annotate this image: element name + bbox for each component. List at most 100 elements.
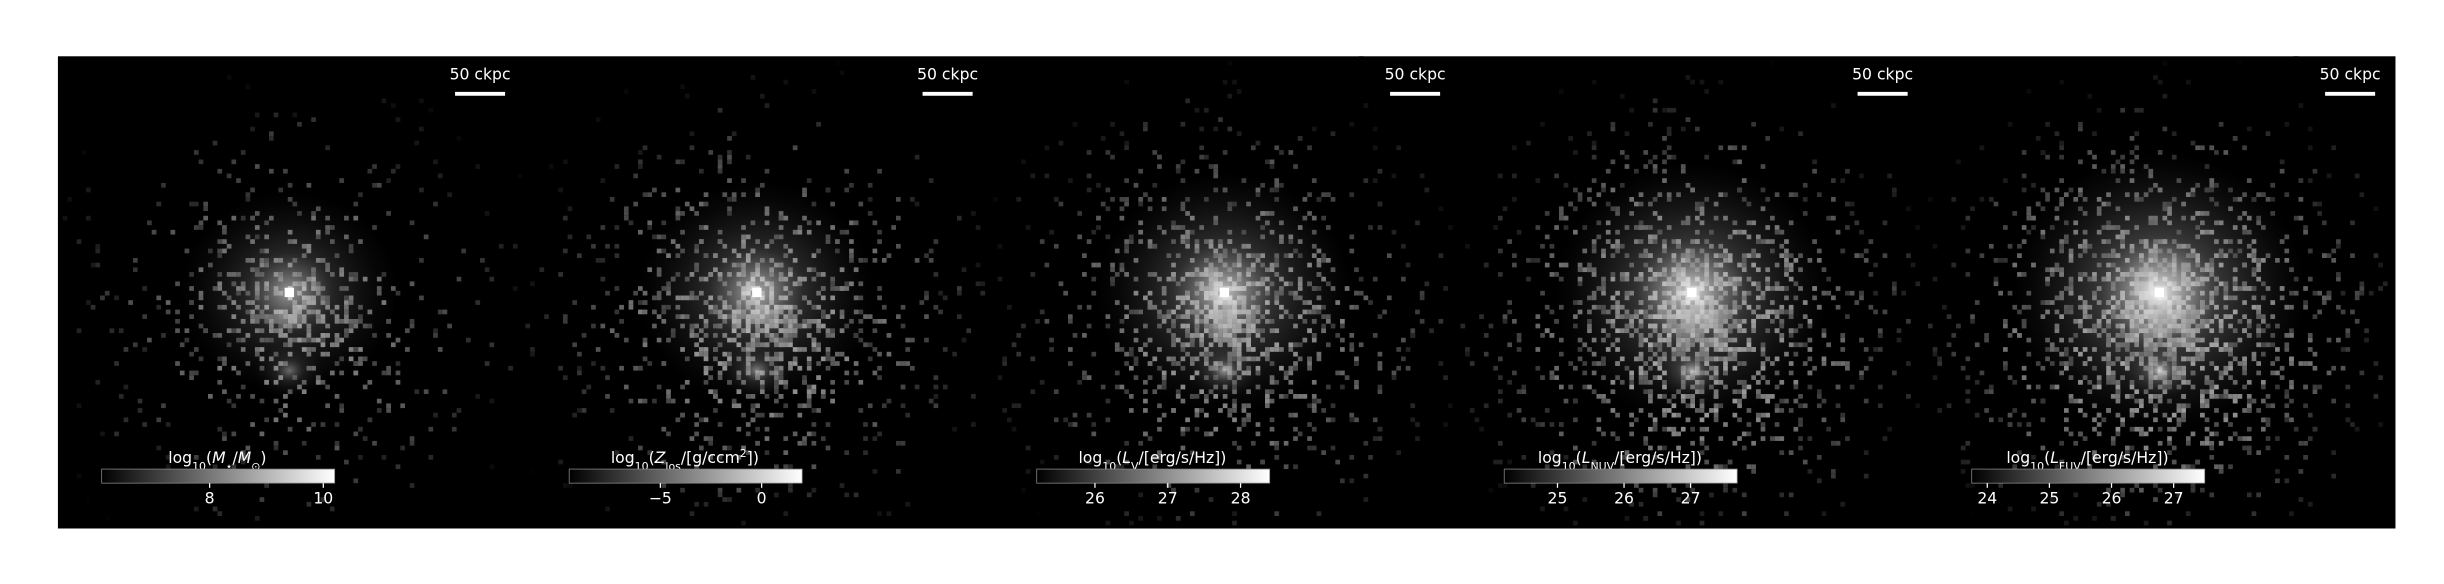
pixel: [268, 136, 274, 141]
pixel: [1779, 408, 1785, 413]
pixel: [226, 398, 232, 404]
pixel: [165, 422, 171, 427]
pixel: [956, 314, 962, 319]
pixel: [872, 436, 878, 441]
pixel: [90, 262, 96, 268]
pixel: [1577, 192, 1583, 198]
pixel: [1946, 403, 1952, 409]
pixel: [1096, 225, 1101, 230]
pixel: [1293, 426, 1298, 432]
pixel: [647, 220, 653, 226]
pixel: [1558, 431, 1564, 437]
pixel: [694, 431, 699, 437]
pixel: [1540, 243, 1545, 249]
pixel: [623, 211, 629, 216]
pixel: [1591, 140, 1597, 146]
pixel: [156, 201, 162, 207]
pixel: [428, 455, 434, 460]
pixel: [1859, 295, 1864, 301]
pixel: [1741, 431, 1747, 437]
pixel: [1577, 197, 1583, 202]
label-part: ⋆: [226, 459, 233, 472]
pixel: [1591, 389, 1597, 395]
pixel: [1325, 384, 1331, 390]
pixel: [530, 351, 535, 357]
galaxy-core: [1687, 287, 1697, 298]
pixel: [1082, 272, 1087, 277]
pixel: [1316, 511, 1322, 516]
pixel: [451, 426, 457, 432]
pixel: [806, 492, 812, 498]
pixel: [759, 93, 765, 99]
pixel: [1704, 89, 1710, 94]
pixel: [104, 290, 110, 296]
pixel: [591, 243, 596, 249]
pixel: [273, 445, 279, 451]
pixel: [703, 417, 709, 423]
pixel: [816, 408, 821, 413]
label-part: /[erg/s/Hz]): [1139, 448, 1227, 467]
label-part: Z: [654, 448, 666, 467]
pixel: [1863, 365, 1869, 371]
pixel: [2312, 389, 2318, 395]
pixel: [1354, 356, 1359, 362]
pixel: [1840, 361, 1846, 366]
pixel: [558, 187, 563, 193]
pixel: [1199, 145, 1205, 151]
pixel: [2214, 150, 2219, 155]
pixel: [320, 422, 326, 427]
pixel: [1906, 361, 1911, 366]
pixel: [137, 408, 143, 413]
colorbar: [1503, 468, 1738, 484]
pixel: [484, 267, 490, 273]
pixel: [956, 215, 962, 221]
pixel: [1891, 290, 1897, 296]
pixel: [1615, 412, 1620, 418]
pixel: [586, 234, 592, 240]
pixel: [1264, 159, 1270, 165]
pixel: [1274, 440, 1280, 446]
pixel: [1741, 145, 1747, 151]
pixel: [1896, 328, 1902, 334]
pixel: [788, 487, 793, 493]
label-part: L: [1122, 448, 1131, 467]
pixel: [778, 412, 784, 418]
pixel: [811, 431, 817, 437]
pixel: [1854, 300, 1860, 305]
pixel: [1349, 455, 1355, 460]
pixel: [1540, 121, 1545, 127]
pixel: [1666, 126, 1672, 132]
pixel: [1629, 107, 1635, 113]
pixel: [942, 295, 948, 301]
pixel: [562, 215, 568, 221]
pixel: [2246, 426, 2252, 432]
pixel: [1372, 126, 1378, 132]
pixel: [409, 281, 415, 287]
pixel: [1311, 445, 1317, 451]
pixel: [1358, 276, 1364, 282]
pixel: [722, 497, 728, 502]
pixel: [1558, 337, 1564, 343]
label-part: ⊙: [251, 459, 260, 472]
pixel: [1558, 384, 1564, 390]
pixel: [325, 403, 330, 409]
pixel: [839, 70, 845, 76]
pixel: [1157, 164, 1162, 169]
pixel: [132, 267, 138, 273]
pixel: [1011, 426, 1017, 432]
pixel: [656, 384, 662, 390]
pixel: [1535, 323, 1541, 329]
pixel: [577, 408, 582, 413]
pixel: [1274, 445, 1280, 451]
pixel: [222, 436, 227, 441]
pixel: [1377, 225, 1383, 230]
pixel: [1512, 197, 1517, 202]
pixel: [1671, 487, 1677, 493]
pixel: [750, 408, 756, 413]
pixel: [1882, 436, 1888, 441]
pixel: [881, 318, 887, 324]
pixel: [647, 450, 653, 456]
pixel: [1507, 239, 1513, 244]
pixel: [1358, 290, 1364, 296]
pixel: [849, 220, 854, 226]
